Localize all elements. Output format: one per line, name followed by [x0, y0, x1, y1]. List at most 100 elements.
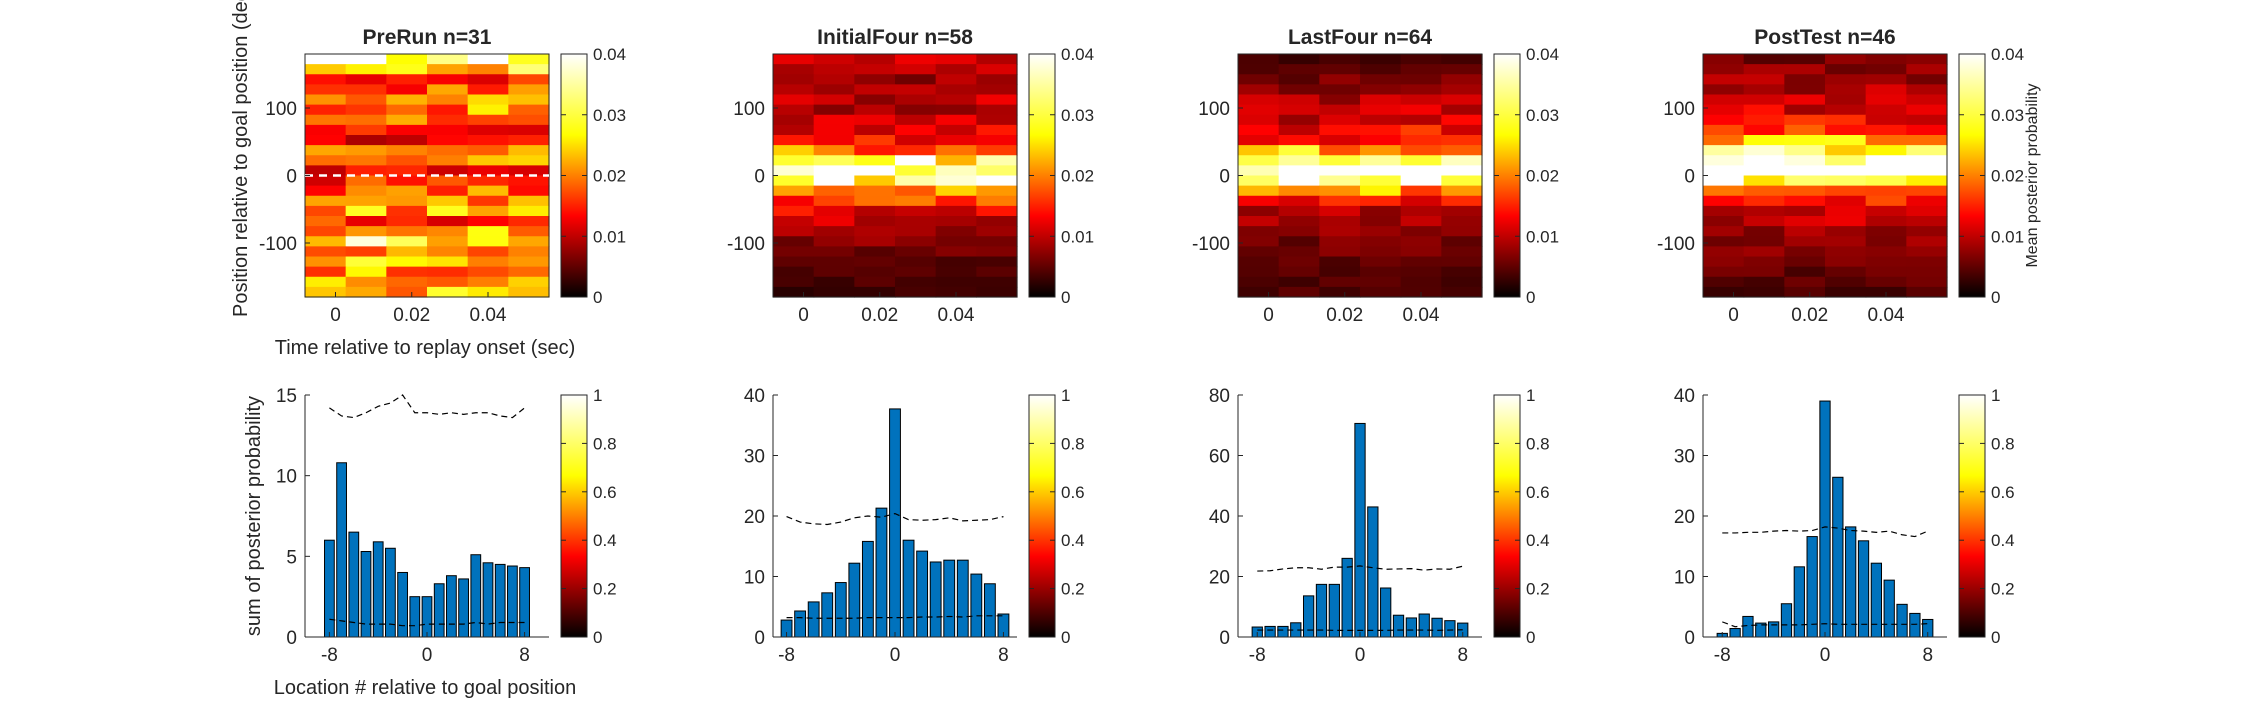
- heatmap-cell: [1743, 145, 1785, 156]
- heatmap-cell: [895, 246, 937, 258]
- bar: [1302, 595, 1315, 638]
- heatmap-cell: [345, 276, 387, 288]
- colorbar-gradient: [1028, 394, 1056, 638]
- heatmap-cell: [345, 124, 387, 136]
- heatmap-cell: [467, 155, 509, 166]
- colorbar-tick-label: 0.2: [1991, 580, 2015, 599]
- heatmap-cell: [813, 124, 855, 136]
- heatmap-cell: [1238, 276, 1280, 288]
- heatmap-cell: [1703, 286, 1745, 298]
- bar: [519, 567, 530, 638]
- heatmap-cell: [935, 114, 977, 126]
- heatmap-cell: [1319, 114, 1361, 126]
- heatmap-cell: [1278, 246, 1320, 258]
- y-tick-label: 0: [1219, 167, 1230, 188]
- heatmap-cell: [305, 165, 347, 177]
- heatmap-cell: [1360, 165, 1402, 177]
- heatmap-cell: [1278, 114, 1320, 126]
- heatmap-cell: [386, 266, 428, 278]
- heatmap-cell: [1441, 175, 1483, 187]
- heatmap-cell: [508, 276, 550, 288]
- heatmap-cell: [305, 216, 347, 227]
- heatmap-panel: 0 0.02 0.04 100 0 -100 PostTest n=46 Mean poste…: [1657, 26, 2041, 326]
- heatmap-cell: [386, 185, 428, 197]
- heatmap-cell: [1319, 266, 1361, 278]
- heatmap-cell: [1360, 54, 1402, 65]
- x-tick-label: 0: [422, 645, 433, 666]
- heatmap-cell: [1906, 94, 1948, 106]
- heatmap-cell: [935, 165, 977, 177]
- heatmap-cell: [1784, 216, 1826, 227]
- y-tick-label: -100: [1657, 234, 1695, 255]
- heatmap-cell: [1784, 104, 1826, 116]
- heatmap-cell: [427, 54, 469, 65]
- heatmap-cell: [976, 185, 1018, 197]
- heatmap-cell: [1784, 195, 1826, 207]
- bar: [507, 565, 518, 638]
- lower-dashed-line: [1722, 621, 1928, 628]
- colorbar-tick-label: 0.8: [593, 434, 617, 453]
- colorbar-tick-label: 0.6: [1526, 483, 1550, 502]
- heatmap-cell: [386, 84, 428, 96]
- heatmap-cell: [935, 84, 977, 96]
- heatmap-cell: [1441, 54, 1483, 65]
- heatmap-cell: [1825, 74, 1867, 85]
- heatmap-cell: [467, 54, 509, 65]
- heatmap-cell: [773, 226, 815, 237]
- heatmap-cell: [895, 54, 937, 65]
- heatmap-cell: [1703, 266, 1745, 278]
- heatmap-cell: [1703, 104, 1745, 116]
- heatmap-cell: [345, 236, 387, 247]
- heatmap-cell: [1743, 135, 1785, 146]
- heatmap-cell: [976, 246, 1018, 258]
- heatmap-cell: [1865, 54, 1907, 65]
- y-tick-label: 100: [265, 99, 297, 120]
- colorbar-tick-label: 0: [593, 288, 602, 307]
- heatmap-cell: [1784, 185, 1826, 197]
- heatmap-cell: [386, 74, 428, 85]
- heatmap-cell: [1784, 256, 1826, 268]
- heatmap-panel: 0 0.02 0.04 100 0 -100 InitialFour n=58: [727, 26, 1018, 326]
- heatmap-cell: [305, 145, 347, 156]
- colorbar: 0 0.2 0.4 0.6 0.8 1: [1493, 386, 1550, 647]
- heatmap-cell: [895, 195, 937, 207]
- heatmap-cell: [1238, 94, 1280, 106]
- heatmap-cell: [1703, 165, 1745, 177]
- heatmap-cell: [1319, 185, 1361, 197]
- bar: [956, 559, 969, 638]
- heatmap-cell: [1784, 236, 1826, 247]
- heatmap-cell: [508, 185, 550, 197]
- bar: [372, 541, 384, 638]
- y-axis-label: sum of posterior probability: [243, 396, 265, 636]
- y-tick-label: 20: [1674, 507, 1695, 528]
- bar: [1870, 562, 1883, 638]
- heatmap-cell: [305, 195, 347, 207]
- colorbar-gradient: [1958, 394, 1986, 638]
- bar: [324, 539, 335, 638]
- x-axis-label: Time relative to replay onset (sec): [275, 337, 575, 359]
- heatmap-cell: [773, 155, 815, 166]
- colorbar-tick-label: 0.04: [1526, 45, 1559, 64]
- heatmap-cell: [935, 266, 977, 278]
- heatmap-cell: [976, 74, 1018, 85]
- heatmap-cell: [1441, 155, 1483, 166]
- heatmap-cell: [345, 266, 387, 278]
- heatmap-cell: [427, 195, 469, 207]
- heatmap-cell: [508, 205, 550, 217]
- heatmap-cell: [1865, 124, 1907, 136]
- heatmap-cell: [935, 94, 977, 106]
- x-tick-label: 0: [330, 305, 341, 326]
- heatmap-cell: [1865, 114, 1907, 126]
- heatmap-cell: [773, 256, 815, 268]
- heatmap-cell: [1784, 124, 1826, 136]
- heatmap-cell: [427, 74, 469, 85]
- heatmap-cell: [305, 185, 347, 197]
- heatmap-cell: [1278, 266, 1320, 278]
- heatmap-cell: [1743, 104, 1785, 116]
- heatmap-cell: [427, 145, 469, 156]
- heatmap-cell: [1278, 205, 1320, 217]
- heatmap-cell: [1865, 276, 1907, 288]
- heatmap-cell: [386, 124, 428, 136]
- heatmap-cell: [1865, 216, 1907, 227]
- heatmap-cell: [1278, 104, 1320, 116]
